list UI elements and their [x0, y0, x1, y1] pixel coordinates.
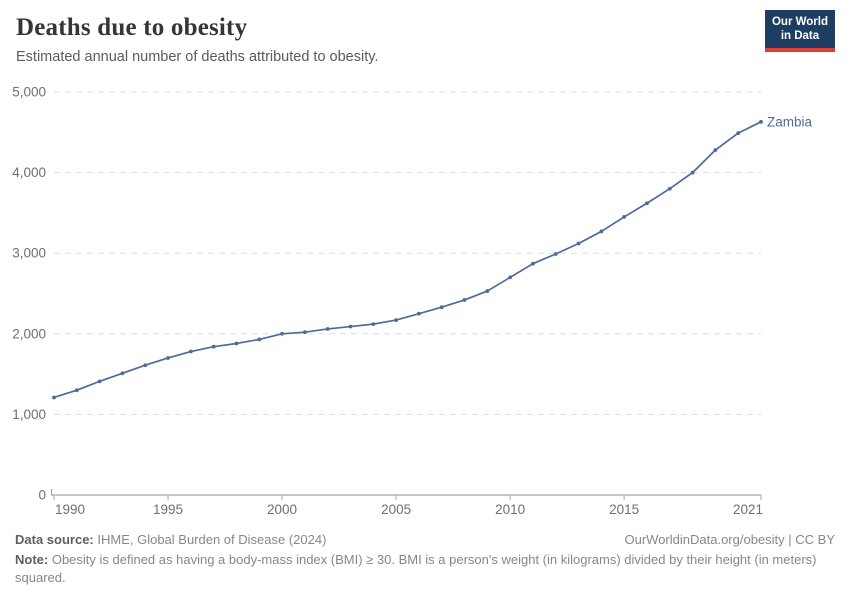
chart-header: Deaths due to obesity Estimated annual n… [16, 14, 834, 65]
data-point-marker [257, 337, 262, 342]
data-point-marker [234, 341, 239, 346]
data-point-marker [759, 119, 763, 124]
x-tick-label: 2005 [381, 502, 411, 517]
data-source-value: IHME, Global Burden of Disease (2024) [93, 532, 327, 547]
data-point-marker [371, 322, 376, 327]
y-tick-label: 1,000 [12, 407, 46, 422]
data-point-marker [74, 388, 79, 393]
data-point-marker [97, 379, 102, 384]
data-point-marker [553, 252, 558, 256]
y-tick-label: 5,000 [12, 85, 46, 100]
citation-link[interactable]: OurWorldinData.org/obesity | CC BY [624, 532, 836, 547]
data-point-marker [439, 305, 444, 310]
line-chart: 0 1,000 2,000 3,000 4,000 5,000 1990 1995 2000 20… [12, 85, 813, 518]
x-tick-label: 1995 [153, 502, 183, 517]
data-point-marker [531, 261, 535, 266]
data-point-marker [576, 241, 581, 246]
data-point-marker [302, 330, 307, 335]
entity-label: Zambia [767, 114, 813, 129]
note-row: Note: Obesity is defined as having a bod… [15, 551, 835, 586]
data-point-marker [599, 229, 604, 234]
source-row: Data source: IHME, Global Burden of Dise… [15, 532, 835, 547]
x-tick-label: 2021 [733, 502, 763, 517]
page-subtitle: Estimated annual number of deaths attrib… [16, 49, 379, 65]
series-line [53, 120, 762, 399]
data-source-text: Data source: IHME, Global Burden of Dise… [15, 532, 326, 547]
data-point-marker [508, 275, 513, 280]
y-tick-label: 3,000 [12, 246, 46, 261]
y-tick-label: 4,000 [12, 165, 46, 180]
data-point-marker [417, 311, 421, 316]
y-tick-label: 2,000 [12, 326, 46, 341]
chart-footer: Data source: IHME, Global Burden of Dise… [15, 532, 835, 586]
x-tick-label: 1990 [55, 502, 85, 517]
y-tick-label: 0 [38, 488, 46, 503]
data-point-marker [485, 289, 490, 293]
x-tick-label: 2010 [495, 502, 525, 517]
data-point-marker [280, 331, 284, 336]
note-text: Obesity is defined as having a body-mass… [15, 552, 817, 585]
note-label: Note: [15, 552, 49, 567]
owid-logo-line1: Our World [771, 16, 828, 28]
data-point-marker [462, 298, 467, 302]
data-point-marker [690, 170, 695, 175]
data-point-marker [736, 131, 741, 136]
data-source-label: Data source: [15, 532, 94, 547]
data-point-marker [188, 349, 193, 354]
owid-logo[interactable]: Our World in Data [764, 10, 835, 52]
x-tick-label: 2000 [267, 502, 297, 517]
data-point-marker [143, 363, 148, 368]
data-point-marker [325, 327, 330, 331]
data-point-marker [713, 148, 718, 152]
data-point-marker [667, 186, 672, 191]
data-point-marker [645, 201, 649, 206]
x-tick-label: 2015 [609, 502, 639, 517]
data-point-marker [120, 371, 125, 376]
data-point-marker [394, 318, 398, 322]
owid-logo-line2: in Data [780, 30, 820, 43]
data-point-marker [348, 324, 353, 329]
data-point-marker [211, 344, 216, 349]
data-point-marker [52, 395, 56, 400]
page-title: Deaths due to obesity [16, 14, 248, 41]
data-point-marker [622, 215, 627, 219]
data-point-marker [166, 356, 170, 360]
